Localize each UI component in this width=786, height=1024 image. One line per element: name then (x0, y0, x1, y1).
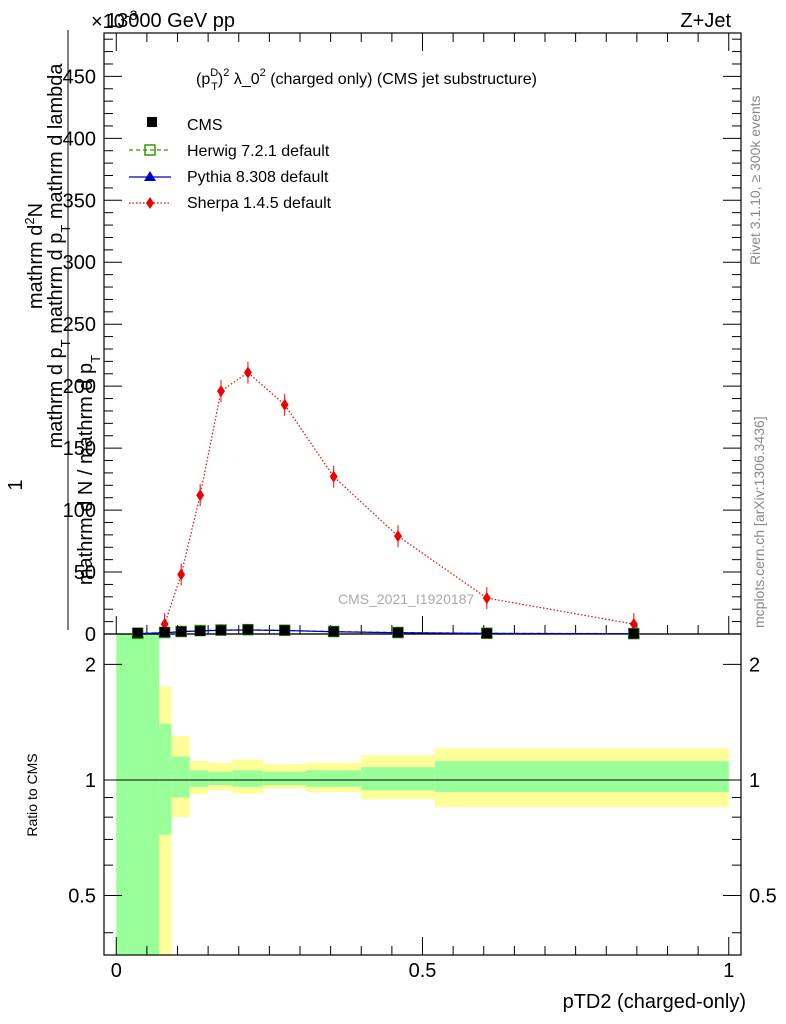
series-line-sherpa (164, 371, 634, 625)
ratio-xtick-label: 0 (111, 960, 122, 982)
ylabel-numerator-2: mathrm d pT mathrm d pT mathrm d lambda (45, 63, 73, 449)
ratio-band-stat-6 (263, 771, 307, 786)
legend-marker-pythia (144, 171, 156, 181)
ratio-band-stat-4 (208, 771, 233, 786)
ylabel-denominator: mathrm d N / mathrm d pT (75, 355, 103, 585)
data-point-cms (628, 628, 639, 639)
ratio-xtick-label: 0.5 (409, 960, 437, 982)
data-point-sherpa (196, 489, 205, 502)
main-ytick-label: 0 (85, 624, 96, 646)
ratio-band-stat-3 (189, 770, 209, 787)
ratio-axes: 0 0.5 1 0.5 0.5 1 1 2 2 (68, 654, 777, 982)
main-ytick-label: 100 (63, 500, 96, 522)
main-ytick-label: 250 (63, 314, 96, 336)
legend-marker-herwig (144, 144, 156, 156)
data-point-cms (279, 625, 290, 636)
data-point-sherpa (160, 618, 169, 631)
data-point-cms (481, 628, 492, 639)
legend-label-sherpa: Sherpa 1.4.5 default (187, 195, 332, 212)
ratio-band-stat-9 (434, 761, 729, 793)
data-point-sherpa (177, 568, 186, 581)
ratio-band-stat-5 (232, 770, 264, 787)
ratio-band-stat-1 (159, 723, 172, 835)
ratio-band-stat-7 (306, 770, 362, 787)
ratio-band-stat-8 (361, 767, 435, 791)
main-ytick-label: 400 (63, 128, 96, 150)
mcplots-label: mcplots.cern.ch [arXiv:1306.3436] (751, 416, 767, 628)
legend-label-herwig: Herwig 7.2.1 default (187, 143, 330, 160)
ratio-ytick-label: 2 (85, 654, 96, 676)
ratio-xtick-label: 1 (723, 960, 734, 982)
ylabel-one: 1 (5, 479, 27, 490)
ratio-ytick-label: 0.5 (68, 886, 96, 908)
legend-marker-sherpa (146, 197, 154, 209)
energy-label: 13000 GeV pp (106, 10, 235, 32)
chart-title: (pD T)2 λ_02 (charged only) (CMS jet subs… (196, 67, 537, 93)
main-ytick-label: 350 (63, 190, 96, 212)
ratio-ytick-label: 1 (85, 770, 96, 792)
data-point-sherpa (482, 592, 491, 605)
data-point-sherpa (629, 618, 638, 631)
data-point-sherpa (394, 530, 402, 543)
ratio-ytick-label-right: 1 (749, 770, 760, 792)
data-point-cms (242, 624, 253, 635)
exponent-label: ×10-3 (91, 7, 138, 33)
main-series (131, 361, 640, 640)
ratio-band-stat-2 (171, 756, 190, 798)
data-point-sherpa (243, 366, 252, 379)
main-ylabel: mathrm d2N mathrm d pT mathrm d pT mathr… (5, 30, 103, 630)
xlabel: pTD2 (charged-only) (563, 991, 746, 1013)
data-point-cms (195, 625, 206, 636)
legend-marker-cms (147, 117, 157, 127)
data-point-sherpa (329, 470, 338, 483)
data-point-cms (159, 627, 170, 638)
ratio-band-stat-0 (116, 634, 160, 955)
ratio-ylabel: Ratio to CMS (24, 753, 40, 836)
data-point-cms (132, 627, 143, 638)
ylabel-numerator: mathrm d2N (22, 203, 47, 309)
main-axes: 0 50 100 150 200 250 300 350 400 450 (63, 33, 741, 646)
main-ytick-label: 50 (74, 562, 96, 584)
ratio-ytick-label-right: 2 (749, 654, 760, 676)
main-ytick-label: 150 (63, 438, 96, 460)
main-ytick-label: 300 (63, 252, 96, 274)
ratio-bands (104, 634, 741, 955)
legend-label-cms: CMS (187, 117, 223, 134)
main-ytick-label: 200 (63, 376, 96, 398)
main-ytick-label: 450 (63, 66, 96, 88)
legend: CMS Herwig 7.2.1 default Pythia 8.308 de… (129, 117, 332, 212)
data-point-cms (176, 626, 187, 637)
legend-label-pythia: Pythia 8.308 default (187, 169, 329, 186)
process-label: Z+Jet (680, 10, 731, 32)
data-point-cms (328, 626, 339, 637)
data-point-cms (215, 625, 226, 636)
rivet-label: Rivet 3.1.10, ≥ 300k events (747, 95, 763, 265)
data-point-cms (393, 627, 403, 638)
analysis-watermark: CMS_2021_I1920187 (338, 591, 474, 607)
data-point-sherpa (280, 398, 289, 411)
ratio-ytick-label-right: 0.5 (749, 886, 777, 908)
data-point-sherpa (216, 385, 225, 398)
